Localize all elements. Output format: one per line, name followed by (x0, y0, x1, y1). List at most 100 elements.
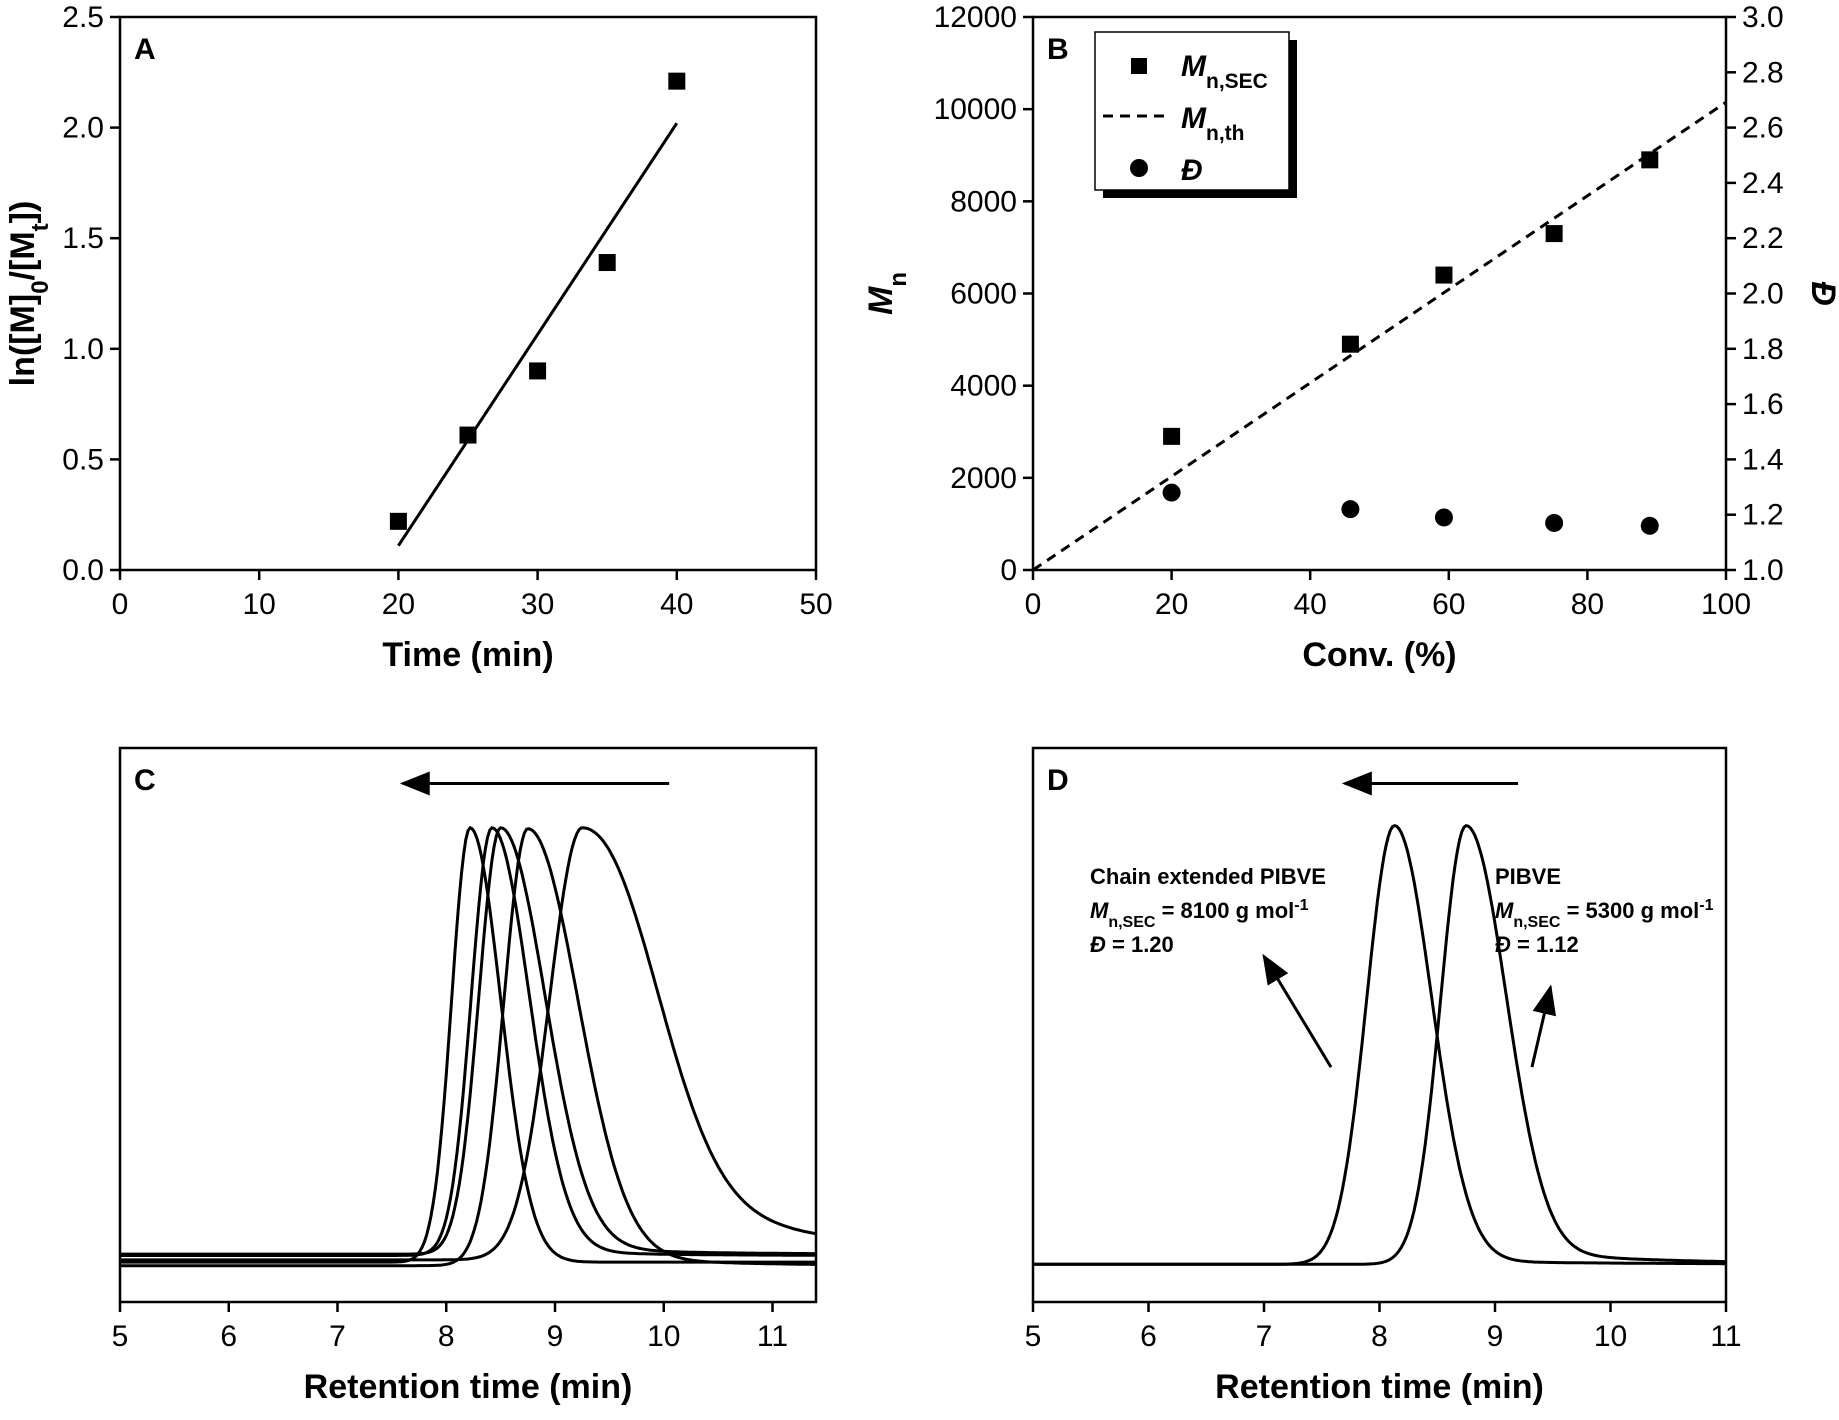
mn-sec-point (1163, 427, 1181, 445)
dispersity-point (1545, 513, 1564, 532)
x-tick-label: 5 (1025, 1320, 1042, 1353)
sec-trace (120, 826, 816, 1257)
y-axis-title-left: Mn (862, 272, 912, 315)
y2-tick-label: 2.8 (1742, 56, 1784, 89)
x-tick-label: 0 (1025, 588, 1042, 621)
x-tick-label: 20 (1155, 588, 1188, 621)
sec-trace (120, 826, 816, 1256)
y-tick-label: 0.0 (62, 554, 104, 587)
y-tick-label: 6000 (950, 278, 1017, 311)
data-point-square (529, 362, 547, 380)
data-point-square (598, 254, 616, 272)
trace-group (120, 825, 816, 1268)
annotation-arrow (1530, 984, 1557, 1068)
x-tick-label: 100 (1701, 588, 1751, 621)
mn-sec-point (1435, 266, 1453, 284)
panel-d: 5 6 7 8 9 10 11 Retention time (min) D Chain exte… (1025, 746, 1742, 1406)
y2-tick-label: 1.8 (1742, 333, 1784, 366)
data-point-square (389, 512, 407, 530)
x-tick-label: 20 (382, 588, 415, 621)
x-tick-label: 6 (220, 1320, 237, 1353)
x-tick-label: 10 (243, 588, 276, 621)
plot-frame (1031, 746, 1728, 1304)
sec-trace (1033, 823, 1726, 1266)
panel-c: 5 6 7 8 9 10 11 Retention time (min) C (112, 746, 818, 1406)
annotation-dispersity: Đ = 1.20 (1090, 932, 1174, 957)
x-tick-label: 9 (547, 1320, 564, 1353)
annotation-block: Chain extended PIBVE Mn,SEC = 8100 g mol-… (1090, 864, 1333, 1068)
x-axis-title: Retention time (min) (1215, 1368, 1544, 1406)
x-tick-label: 6 (1140, 1320, 1157, 1353)
panel-label: A (134, 33, 156, 66)
x-tick-label: 7 (329, 1320, 346, 1353)
panel-label: C (134, 764, 156, 797)
mn-sec-point (1545, 225, 1563, 243)
x-axis-title: Time (min) (382, 636, 553, 674)
y2-tick-label: 2.4 (1742, 167, 1784, 200)
y2-tick-label: 2.6 (1742, 112, 1784, 145)
mn-sec-point (1341, 335, 1359, 353)
annotation-dispersity: Đ = 1.12 (1495, 932, 1579, 957)
x-tick-label: 11 (757, 1320, 788, 1353)
legend-entry-label: Đ (1181, 154, 1203, 187)
x-tick-label: 40 (660, 588, 693, 621)
y-tick-label: 0 (1000, 554, 1017, 587)
annotation-arrow (1262, 953, 1333, 1068)
x-tick-label: 40 (1294, 588, 1327, 621)
x-tick-label: 5 (112, 1320, 129, 1353)
x-tick-label: 80 (1571, 588, 1604, 621)
x-tick-label: 10 (647, 1320, 680, 1353)
y2-tick-label: 1.6 (1742, 388, 1784, 421)
y2-tick-label: 2.2 (1742, 222, 1784, 255)
legend-marker-square (1131, 58, 1147, 74)
legend-box (1094, 31, 1290, 191)
y2-tick-label: 1.2 (1742, 499, 1784, 532)
theory-dashed-line (1032, 101, 1727, 572)
x-axis-title: Retention time (min) (304, 1368, 633, 1406)
legend: Mn,SEC Mn,th Đ (1094, 31, 1297, 198)
y-axis-title: ln([M]0/[Mt]) (4, 201, 54, 387)
legend-marker-circle (1130, 159, 1148, 177)
annotation-title: Chain extended PIBVE (1090, 864, 1326, 889)
y2-tick-label: 1.0 (1742, 554, 1784, 587)
data-point-square (459, 426, 477, 444)
y-tick-label: 8000 (950, 185, 1017, 218)
x-tick-label: 8 (438, 1320, 455, 1353)
y-axis-title-right: Đ (1804, 281, 1839, 306)
y-tick-label: 10000 (934, 93, 1017, 126)
y2-tick-label: 1.4 (1742, 443, 1784, 476)
x-tick-label: 11 (1710, 1320, 1741, 1353)
y-tick-label: 1.5 (62, 222, 104, 255)
x-tick-label: 7 (1256, 1320, 1273, 1353)
trace-group (1033, 823, 1726, 1266)
annotation-title: PIBVE (1495, 864, 1561, 889)
mn-sec-point (1641, 151, 1659, 169)
x-tick-label: 0 (112, 588, 129, 621)
panel-b: 0 20 40 60 80 100 0 2000 4000 6000 8000 10000 12000 1… (862, 1, 1839, 674)
panel-a: 0 10 20 30 40 50 0.0 0.5 1.0 1.5 2.0 2.5 Time (min) A… (4, 1, 833, 674)
plot-frame (118, 15, 818, 572)
x-axis-title: Conv. (%) (1302, 636, 1456, 674)
data-point-square (668, 72, 686, 90)
y-tick-label: 0.5 (62, 443, 104, 476)
x-tick-label: 60 (1432, 588, 1465, 621)
annotation-mn: Mn,SEC = 8100 g mol-1 (1090, 897, 1309, 931)
panel-label: B (1047, 33, 1069, 66)
sec-trace (1033, 823, 1726, 1266)
y2-tick-label: 2.0 (1742, 278, 1784, 311)
annotation-mn: Mn,SEC = 5300 g mol-1 (1495, 897, 1714, 931)
sec-trace (120, 827, 816, 1268)
x-tick-label: 10 (1594, 1320, 1627, 1353)
dispersity-point (1434, 508, 1453, 527)
y-tick-label: 2000 (950, 462, 1017, 495)
y-tick-label: 2.0 (62, 112, 104, 145)
y-tick-label: 12000 (934, 1, 1017, 34)
fit-line (397, 122, 679, 547)
x-tick-label: 9 (1487, 1320, 1504, 1353)
x-tick-label: 30 (521, 588, 554, 621)
plot-frame (118, 746, 818, 1304)
panel-label: D (1047, 764, 1069, 797)
x-tick-label: 50 (799, 588, 832, 621)
legend-entry-label: Mn,SEC (1181, 50, 1268, 93)
